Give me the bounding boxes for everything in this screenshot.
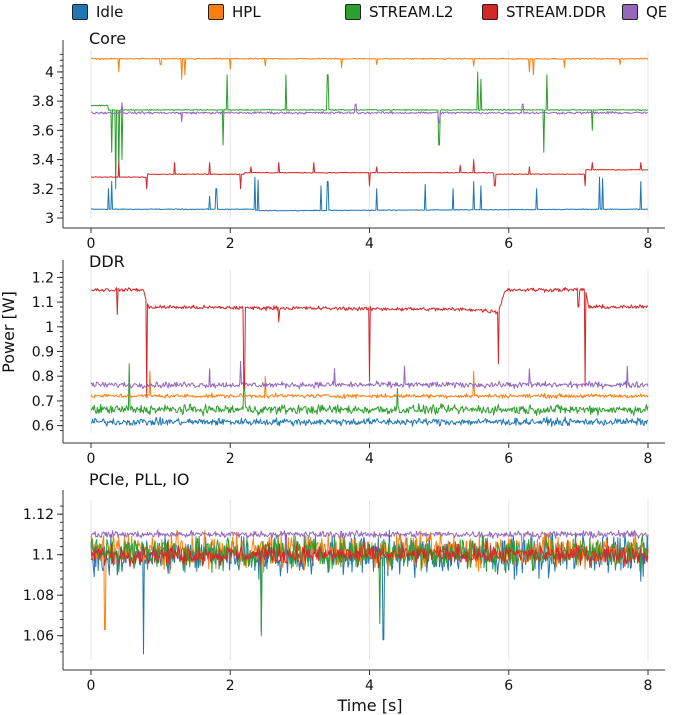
legend-label-idle: Idle bbox=[96, 3, 124, 21]
x-tick-label: 4 bbox=[365, 236, 374, 252]
x-axis-label: Time [s] bbox=[336, 696, 402, 715]
legend: Idle HPL STREAM.L2 STREAM.DDR QE bbox=[0, 0, 676, 26]
x-tick-label: 8 bbox=[644, 451, 653, 467]
legend-label-qe: QE bbox=[646, 3, 668, 21]
y-tick-label: 0.7 bbox=[32, 394, 54, 410]
y-axis-label: Power [W] bbox=[0, 291, 18, 373]
panel-title: DDR bbox=[89, 252, 125, 271]
series-line-qe bbox=[90, 360, 649, 390]
legend-swatch-hpl bbox=[208, 4, 224, 20]
x-tick-label: 6 bbox=[504, 678, 513, 694]
y-tick-label: 4 bbox=[45, 65, 54, 81]
series-line-stream-ddr bbox=[90, 159, 649, 190]
legend-item-hpl[interactable]: HPL bbox=[208, 2, 261, 22]
series-line-hpl bbox=[90, 370, 649, 399]
y-tick-label: 3.6 bbox=[32, 123, 54, 139]
y-tick-label: 1.2 bbox=[32, 270, 54, 286]
series-line-stream-ddr bbox=[91, 286, 649, 397]
series-line-stream-l2 bbox=[90, 532, 649, 637]
y-tick-label: 0.9 bbox=[32, 345, 54, 361]
x-tick-label: 6 bbox=[504, 451, 513, 467]
legend-swatch-qe bbox=[622, 4, 638, 20]
legend-item-idle[interactable]: Idle bbox=[72, 2, 123, 22]
y-tick-label: 3 bbox=[45, 211, 54, 227]
series-line-hpl bbox=[91, 57, 648, 80]
x-tick-label: 2 bbox=[226, 678, 235, 694]
y-tick-label: 1.1 bbox=[32, 548, 54, 564]
legend-swatch-stream-l2 bbox=[345, 4, 361, 20]
x-tick-label: 0 bbox=[87, 236, 96, 252]
panel-title: Core bbox=[89, 29, 126, 48]
y-tick-label: 1.08 bbox=[23, 588, 54, 604]
y-tick-label: 1.1 bbox=[32, 295, 54, 311]
legend-item-stream-ddr[interactable]: STREAM.DDR bbox=[482, 2, 606, 22]
series-line-idle bbox=[90, 176, 648, 212]
legend-item-qe[interactable]: QE bbox=[622, 2, 667, 22]
panel-1: 0.6 0.7 0.8 0.9 1 1.1 1.2 0 2 4 6 8 DDR bbox=[32, 252, 665, 467]
legend-item-stream-l2[interactable]: STREAM.L2 bbox=[345, 2, 453, 22]
x-tick-label: 4 bbox=[365, 451, 374, 467]
y-tick-label: 3.8 bbox=[32, 94, 54, 110]
y-tick-label: 1.06 bbox=[23, 629, 54, 645]
y-tick-label: 1 bbox=[45, 320, 54, 336]
y-tick-label: 0.8 bbox=[32, 369, 54, 385]
y-tick-label: 0.6 bbox=[32, 419, 54, 435]
legend-label-stream-ddr: STREAM.DDR bbox=[506, 3, 607, 21]
panel-2: 1.06 1.08 1.1 1.12 0 2 4 6 8 PCIe, PLL, IO bbox=[23, 470, 665, 694]
x-tick-label: 2 bbox=[226, 236, 235, 252]
series-line-qe bbox=[90, 102, 649, 124]
panel-title: PCIe, PLL, IO bbox=[89, 470, 190, 489]
x-tick-label: 8 bbox=[644, 678, 653, 694]
x-tick-label: 8 bbox=[644, 236, 653, 252]
x-tick-label: 2 bbox=[226, 451, 235, 467]
x-tick-label: 6 bbox=[504, 236, 513, 252]
x-tick-label: 4 bbox=[365, 678, 374, 694]
series-line-stream-ddr bbox=[90, 540, 649, 569]
legend-label-hpl: HPL bbox=[232, 3, 261, 21]
y-tick-label: 1.12 bbox=[23, 507, 54, 523]
y-tick-label: 3.4 bbox=[32, 153, 54, 169]
x-tick-label: 0 bbox=[87, 451, 96, 467]
legend-swatch-stream-ddr bbox=[482, 4, 498, 20]
panel-0: 3 3.2 3.4 3.6 3.8 4 0 2 4 6 8 Core bbox=[32, 29, 665, 252]
legend-label-stream-l2: STREAM.L2 bbox=[369, 3, 454, 21]
series-line-stream-l2 bbox=[90, 71, 649, 190]
series-line-stream-l2 bbox=[90, 363, 649, 417]
series-line-idle bbox=[91, 416, 649, 428]
x-tick-label: 0 bbox=[87, 678, 96, 694]
series-line-qe bbox=[90, 529, 649, 556]
legend-swatch-idle bbox=[72, 4, 88, 20]
y-tick-label: 3.2 bbox=[32, 182, 54, 198]
